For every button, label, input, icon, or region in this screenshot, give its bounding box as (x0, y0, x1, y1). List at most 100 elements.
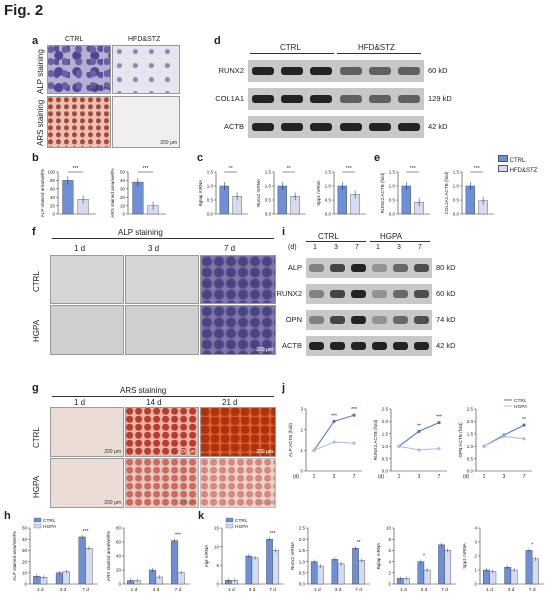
significance-label: ** (357, 540, 361, 546)
data-point (332, 419, 336, 423)
legend-label-hgpa: HGPA (235, 524, 249, 530)
legend-label-hgpa: HGPA (43, 524, 57, 530)
panel-i-col-ctrl: CTRL (318, 232, 339, 241)
bar-hgpa (85, 547, 93, 585)
data-point (482, 444, 486, 448)
scale-bar-label: 200 μm (104, 449, 121, 455)
x-tick-label: 1 (398, 474, 401, 480)
chart-c3: 0.0 0.5 1.0 1.5 Spp1 mRNA *** (316, 166, 366, 217)
bar-ctrl (149, 569, 157, 585)
x-tick-label: 7 d (529, 587, 536, 593)
blot-band (251, 122, 274, 132)
bracket-hfd (337, 53, 421, 54)
panel-f-day-1: 1 d (74, 244, 86, 253)
bar-ctrl (219, 185, 230, 215)
y-tick-label: 0 (52, 212, 55, 217)
blot-kd-label: 80 kD (436, 263, 456, 272)
y-axis-label: Spp1 mRNA (462, 542, 467, 568)
panel-d-col-ctrl: CTRL (280, 43, 301, 52)
y-tick-label: 2 (300, 427, 303, 432)
y-tick-label: 80 (116, 526, 122, 531)
blot-band (339, 94, 362, 104)
micrograph-f-ctrl-7d (200, 255, 276, 304)
chart-e2: 0.0 0.5 1.0 1.5 COL1A1:ACTB (fold) *** (444, 166, 494, 217)
data-point (332, 440, 336, 444)
panel-label-j: j (282, 382, 286, 394)
bar-hgpa (532, 558, 539, 585)
scale-bar-label: 200 μm (179, 500, 196, 506)
blot-band (308, 316, 325, 324)
significance-label: *** (346, 166, 352, 172)
data-point (437, 421, 441, 425)
data-point (437, 447, 441, 451)
y-tick-label: 10 (386, 526, 392, 531)
significance-label: *** (143, 166, 149, 172)
blot-band (280, 94, 304, 104)
significance-label: ** (417, 423, 421, 429)
y-tick-label: 0.0 (299, 582, 306, 587)
blot-band (398, 66, 421, 76)
bar-ctrl (171, 540, 179, 585)
panel-label-g: g (32, 382, 39, 394)
panel-f-day-3: 7 d (224, 244, 236, 253)
blot-band (308, 342, 325, 350)
chart-e1: 0.0 0.5 1.0 1.5 RUNX2:ACTB (fold) *** (380, 166, 430, 217)
x-tick-label: 7 (353, 474, 356, 480)
legend-swatch-ctrl (498, 155, 508, 162)
significance-label: *** (331, 413, 337, 419)
blot-row (248, 116, 424, 138)
panel-i-day: 1 (376, 244, 380, 251)
x-tick-label: 3 (418, 474, 421, 480)
data-point (397, 444, 401, 448)
bar-ctrl (417, 561, 425, 585)
blot-row-label: RUNX2 (276, 289, 302, 298)
panel-d-col-hfd: HFD&STZ (358, 43, 395, 52)
blot-band (350, 342, 367, 350)
y-tick-label: 0.0 (325, 212, 332, 217)
chart-k4: 0 1 2 3 4 Spp1 mRNA 1 d 3 d 7 d * (462, 526, 544, 593)
y-axis-label: Runx2 mRNA (290, 541, 295, 570)
y-axis-label: RUNX2:ACTB (fold) (373, 419, 378, 460)
x-tick-label: 3 d (508, 587, 515, 593)
panel-label-k: k (198, 510, 205, 522)
panel-f-day-2: 3 d (148, 244, 160, 253)
data-point (502, 434, 506, 438)
blot-band (280, 66, 304, 76)
panel-g-day-3: 21 d (222, 398, 238, 407)
y-tick-label: 1.0 (299, 559, 306, 564)
blot-band (392, 316, 409, 324)
y-tick-label: 0 (216, 582, 219, 587)
y-tick-label: 0.0 (467, 469, 474, 474)
panel-g-rule (52, 396, 274, 397)
y-tick-label: 30 (120, 187, 126, 192)
legend-swatch-hgpa (33, 523, 42, 529)
data-point (522, 423, 526, 427)
panel-f-rule (52, 238, 274, 239)
data-point (312, 448, 316, 452)
significance-label: *** (175, 533, 181, 539)
y-tick-label: 1.5 (382, 432, 389, 437)
chart-j1: 0 1 2 3 ALP:ACTB (fold) 1 3 7 (d) *** *** (288, 407, 362, 480)
panel-label-i: i (282, 226, 286, 238)
significance-label: ** (522, 417, 526, 423)
blot-row-label: OPN (285, 315, 302, 324)
y-tick-label: 5 (216, 563, 219, 568)
legend-label-ctrl: CTRL (514, 398, 527, 404)
y-tick-label: 1.5 (389, 170, 396, 175)
blot-kd-label: 129 kD (428, 94, 452, 103)
y-tick-label: 1.5 (299, 548, 306, 553)
y-tick-label: 1.5 (325, 170, 332, 175)
y-tick-label: 3 (300, 407, 303, 412)
chart-k2: 0.0 0.5 1.0 1.5 2.0 2.5 Runx2 mRNA 1 d 3 d 7 d ** (290, 526, 370, 593)
bar-ctrl (78, 536, 86, 585)
blot-row (248, 88, 424, 110)
x-tick-label: 1 (483, 474, 486, 480)
bar-ctrl (337, 185, 348, 215)
y-tick-label: 0 (122, 212, 125, 217)
panel-i-day: 7 (355, 244, 359, 251)
y-axis-label: Alpl mRNA (204, 544, 209, 567)
blot-row (306, 284, 432, 304)
y-tick-label: 10 (214, 544, 220, 549)
y-tick-label: 2.5 (299, 526, 306, 531)
y-tick-label: 40 (116, 554, 122, 559)
